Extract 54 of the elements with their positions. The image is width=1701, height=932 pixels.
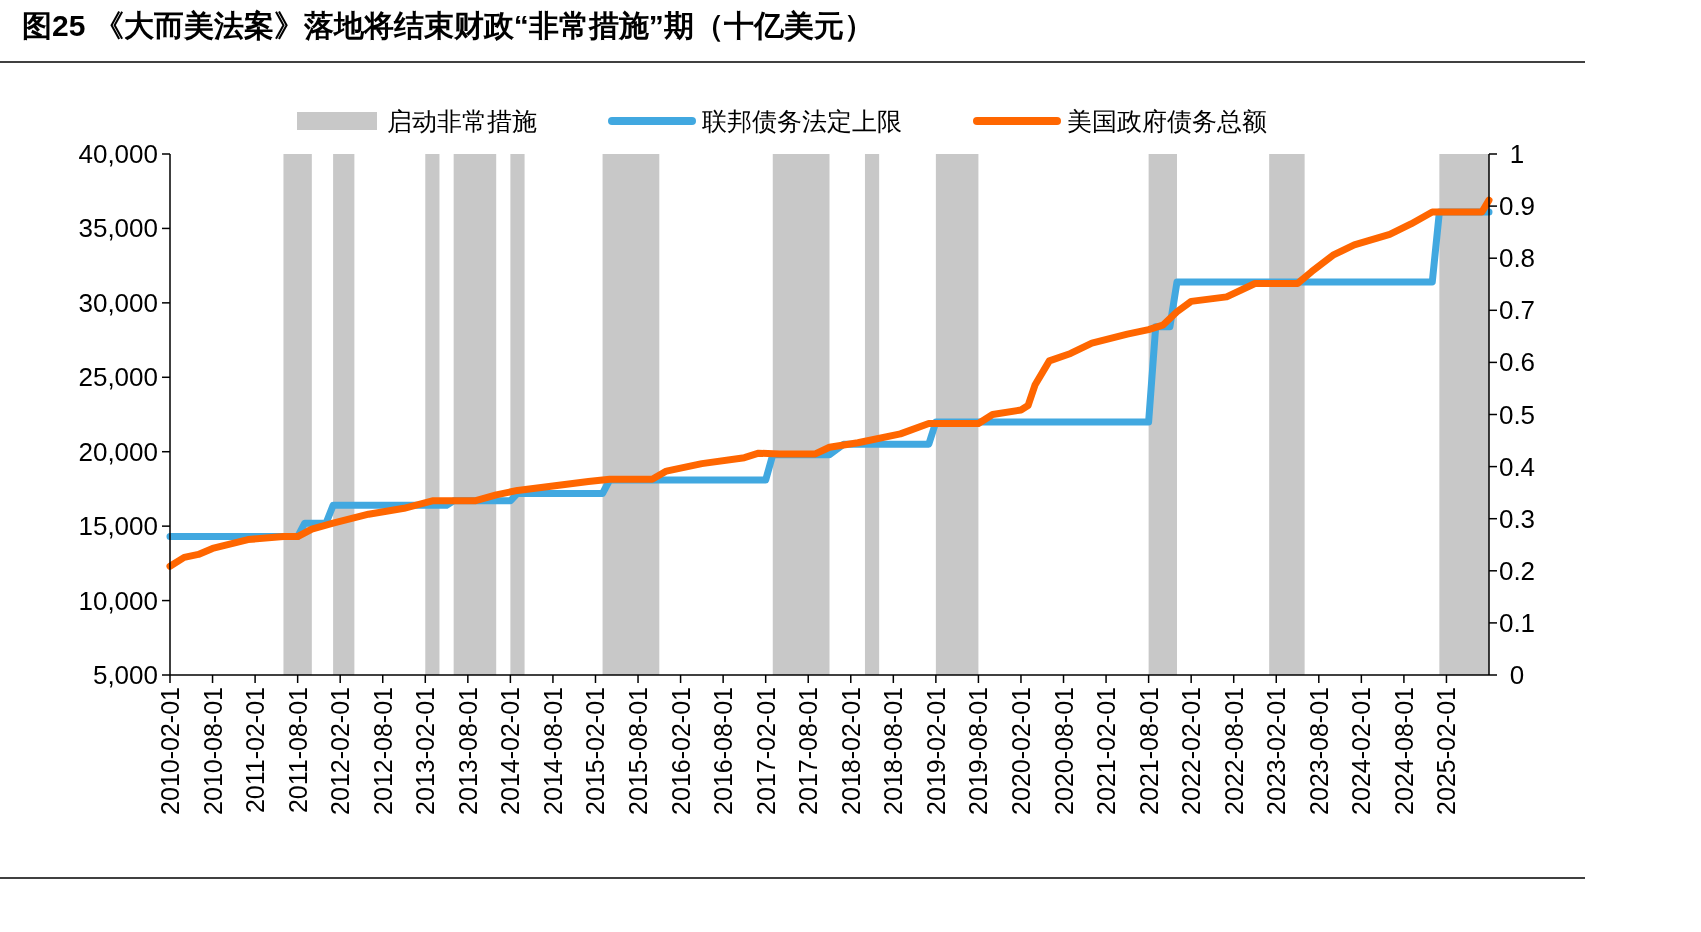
y-tick-label: 20,000 (78, 436, 158, 467)
legend-label: 美国政府债务总额 (1067, 107, 1267, 135)
y2-tick-label: 0.8 (1498, 243, 1536, 274)
x-tick-label: 2024-08-01 (1389, 687, 1418, 815)
y-tick-label: 15,000 (78, 511, 158, 542)
y2-tick-label: 0.6 (1498, 347, 1536, 378)
x-tick-label: 2024-02-01 (1347, 687, 1376, 815)
x-tick-label: 2019-02-01 (921, 687, 950, 815)
y2-tick-label: 1 (1509, 139, 1525, 169)
x-tick-label: 2010-02-01 (156, 687, 184, 815)
x-tick-label: 2014-08-01 (538, 687, 567, 815)
x-tick-label: 2023-08-01 (1304, 687, 1333, 815)
y-tick-label: 35,000 (78, 213, 158, 244)
chart-title: 图25 《大而美法案》落地将结束财政“非常措施”期（十亿美元） (22, 9, 874, 42)
x-tick-label: 2023-02-01 (1262, 687, 1291, 815)
x-tick-label: 2020-02-01 (1006, 687, 1035, 815)
x-tick-label: 2019-08-01 (964, 687, 993, 815)
y2-tick-label: 0.4 (1498, 451, 1536, 482)
y-tick-label: 10,000 (78, 585, 158, 616)
legend-label: 联邦债务法定上限 (702, 107, 902, 135)
x-tick-label: 2021-08-01 (1134, 687, 1163, 815)
x-tick-label: 2017-02-01 (751, 687, 780, 815)
y2-tick-label: 0.7 (1498, 295, 1536, 326)
y-tick-label: 40,000 (78, 139, 158, 169)
x-tick-label: 2021-02-01 (1092, 687, 1121, 815)
x-tick-label: 2013-08-01 (453, 687, 482, 815)
x-tick-label: 2016-08-01 (709, 687, 738, 815)
x-tick-label: 2016-02-01 (666, 687, 695, 815)
y-tick-label: 30,000 (78, 287, 158, 318)
y2-tick-label: 0.9 (1498, 191, 1536, 222)
x-tick-label: 2011-08-01 (283, 687, 312, 814)
y-tick-label: 25,000 (78, 362, 158, 393)
x-tick-label: 2022-08-01 (1219, 687, 1248, 815)
x-tick-label: 2018-08-01 (879, 687, 908, 815)
y-tick-label: 5,000 (92, 660, 158, 690)
y2-tick-label: 0.3 (1498, 503, 1536, 534)
legend-label: 启动非常措施 (387, 107, 537, 135)
x-tick-label: 2018-02-01 (836, 687, 865, 815)
y2-tick-label: 0 (1509, 660, 1525, 690)
x-tick-label: 2012-08-01 (368, 687, 397, 815)
x-tick-label: 2017-08-01 (794, 687, 823, 815)
x-tick-label: 2015-02-01 (581, 687, 610, 815)
y2-tick-label: 0.1 (1498, 607, 1536, 638)
y2-tick-label: 0.5 (1498, 399, 1536, 430)
x-tick-label: 2022-02-01 (1177, 687, 1206, 815)
x-tick-label: 2011-02-01 (241, 687, 270, 814)
x-tick-label: 2010-08-01 (198, 687, 227, 815)
x-tick-label: 2020-08-01 (1049, 687, 1078, 815)
y2-tick-label: 0.2 (1498, 555, 1536, 586)
x-tick-label: 2015-08-01 (624, 687, 653, 815)
x-tick-label: 2012-02-01 (326, 687, 355, 815)
x-tick-label: 2013-02-01 (411, 687, 440, 815)
x-tick-label: 2025-02-01 (1432, 687, 1461, 815)
x-tick-label: 2014-02-01 (496, 687, 525, 815)
